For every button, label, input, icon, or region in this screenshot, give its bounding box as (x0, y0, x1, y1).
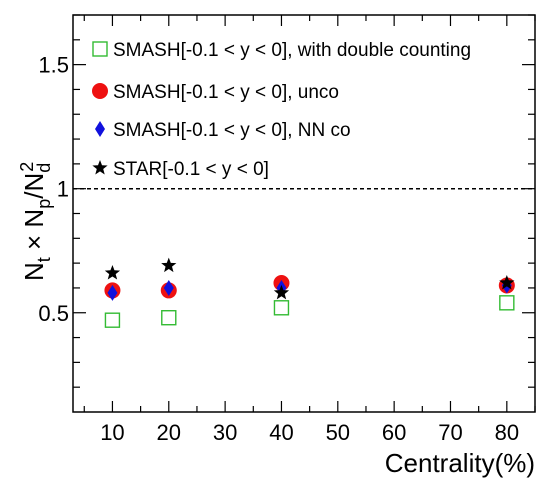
legend-label: SMASH[-0.1 < y < 0], NN co (113, 120, 351, 141)
x-tick-label: 20 (157, 420, 181, 445)
legend: SMASH[-0.1 < y < 0], with double countin… (92, 40, 471, 180)
legend-marker (92, 41, 108, 57)
y-axis-title-base: N (19, 262, 49, 281)
legend-label: SMASH[-0.1 < y < 0], with double countin… (113, 40, 471, 61)
data-point (161, 310, 177, 326)
data-point (104, 312, 121, 328)
plot-frame (72, 14, 536, 413)
x-tick-label: 40 (269, 420, 293, 445)
y-axis-title-sub3: d (34, 163, 54, 173)
data-markers (104, 257, 515, 328)
data-point (273, 300, 290, 316)
x-tick-label: 10 (100, 420, 124, 445)
x-axis-title: Centrality(%) (385, 448, 535, 478)
y-tick-label: 1.5 (38, 53, 69, 78)
data-point (107, 284, 118, 301)
data-point (104, 265, 121, 280)
x-tick-label: 50 (326, 420, 350, 445)
y-axis-title-slash: /N (19, 173, 49, 199)
data-point (499, 295, 515, 311)
y-axis-title-sup3: 2 (17, 162, 37, 172)
legend-marker (92, 160, 108, 175)
x-tick-label: 80 (495, 420, 519, 445)
y-axis-title-sub2: p (34, 199, 54, 209)
legend-marker (92, 83, 108, 99)
y-axis-title-sub1: t (34, 257, 54, 262)
legend-label: SMASH[-0.1 < y < 0], unco (113, 82, 339, 103)
data-point (161, 257, 177, 273)
x-tick-label: 60 (382, 420, 406, 445)
data-point (499, 274, 515, 290)
y-axis-title-mid: × N (19, 209, 49, 257)
y-tick-label: 0.5 (38, 301, 69, 326)
y-axis-title: Nt × Np/Nd2 (17, 162, 54, 281)
x-tick-label: 70 (438, 420, 462, 445)
x-tick-label: 30 (213, 420, 237, 445)
legend-label: STAR[-0.1 < y < 0] (113, 159, 269, 180)
y-tick-label: 1 (57, 177, 69, 202)
axis-ticks (73, 14, 536, 412)
tick-labels: 10 20 30 40 50 60 70 80 0.5 1 1.5 (38, 53, 519, 445)
data-point (163, 279, 174, 296)
legend-marker (95, 121, 105, 137)
data-point (273, 284, 290, 300)
